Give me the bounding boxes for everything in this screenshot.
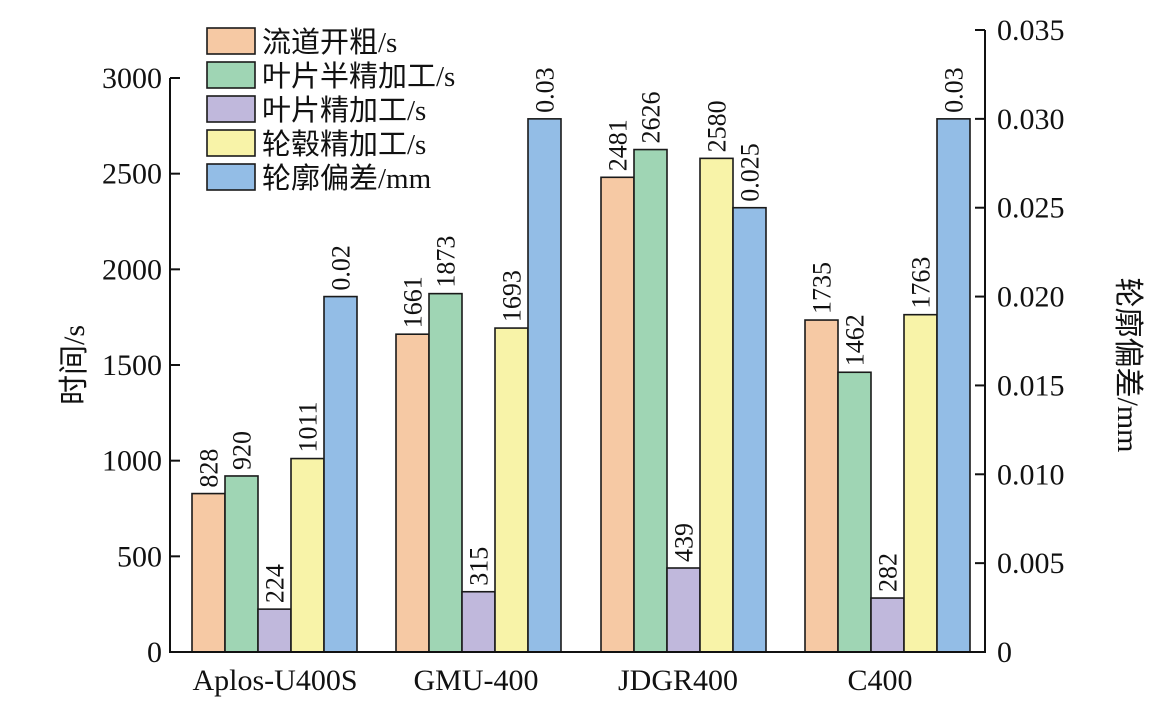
x-tick-label: GMU-400 xyxy=(414,664,539,697)
data-label: 0.03 xyxy=(531,67,560,113)
y-tick-label: 1500 xyxy=(102,349,162,382)
data-label: 1693 xyxy=(498,270,527,322)
bar-jdgr400-series-0 xyxy=(600,176,635,653)
data-label: 224 xyxy=(261,564,290,603)
bar-c400-series-0 xyxy=(804,319,839,653)
data-label: 920 xyxy=(228,431,257,470)
y2-tick-label: 0.005 xyxy=(997,547,1065,580)
data-label: 0.03 xyxy=(940,67,969,113)
data-label: 1462 xyxy=(841,314,870,366)
bar-aplos-u400s-series-2 xyxy=(257,608,292,653)
bar-c400-series-4 xyxy=(936,118,971,653)
legend-swatch-3 xyxy=(206,129,256,157)
bar-aplos-u400s-series-3 xyxy=(290,457,325,653)
bars-group xyxy=(191,118,971,653)
legend-swatch-0 xyxy=(206,27,256,55)
bar-aplos-u400s-series-4 xyxy=(323,295,358,653)
bar-jdgr400-series-2 xyxy=(666,567,701,653)
y-tick-label: 3000 xyxy=(102,62,162,95)
legend-label-2: 叶片精加工/s xyxy=(262,94,426,127)
data-label: 439 xyxy=(670,523,699,562)
data-label: 315 xyxy=(465,547,494,586)
data-label: 1661 xyxy=(399,276,428,328)
legend-label-1: 叶片半精加工/s xyxy=(262,60,455,93)
x-tick-label: C400 xyxy=(847,664,912,697)
y-tick-label: 2500 xyxy=(102,158,162,191)
x-tick-label: JDGR400 xyxy=(618,664,738,697)
data-label: 2481 xyxy=(604,119,633,171)
bar-c400-series-1 xyxy=(837,371,872,653)
legend-swatch-4 xyxy=(206,163,256,191)
bar-aplos-u400s-series-1 xyxy=(224,475,259,653)
bar-jdgr400-series-1 xyxy=(633,148,668,653)
y-tick-label: 500 xyxy=(117,540,162,573)
data-label: 828 xyxy=(195,449,224,488)
y2-tick-label: 0.010 xyxy=(997,458,1065,491)
bar-gmu-400-series-4 xyxy=(527,118,562,653)
legend-swatch-1 xyxy=(206,61,256,89)
y2-tick-label: 0.020 xyxy=(997,281,1065,314)
bar-c400-series-2 xyxy=(870,597,905,653)
axes-group: 0 500 1000 1500 2000 2500 3000 0 0.005 0.010 0.015… xyxy=(102,14,1065,697)
legend-label-4: 轮廓偏差/mm xyxy=(262,162,432,195)
bar-aplos-u400s-series-0 xyxy=(191,492,226,653)
y2-axis-title: 轮廓偏差/mm xyxy=(1111,277,1144,452)
legend-label-0: 流道开粗/s xyxy=(262,26,397,59)
bar-gmu-400-series-2 xyxy=(461,590,496,653)
data-label: 1873 xyxy=(432,236,461,288)
y2-tick-label: 0.025 xyxy=(997,192,1065,225)
y2-tick-label: 0.035 xyxy=(997,14,1065,47)
bar-gmu-400-series-0 xyxy=(395,333,430,653)
data-label: 0.025 xyxy=(736,143,765,202)
data-label: 282 xyxy=(874,553,903,592)
y-tick-label: 2000 xyxy=(102,253,162,286)
y-tick-label: 0 xyxy=(147,636,162,669)
y2-tick-label: 0 xyxy=(997,636,1012,669)
y-axis-title: 时间/s xyxy=(58,325,91,405)
bar-c400-series-3 xyxy=(903,313,938,653)
bar-jdgr400-series-4 xyxy=(732,206,767,653)
legend-label-3: 轮毂精加工/s xyxy=(262,128,426,161)
data-label: 2580 xyxy=(703,100,732,152)
data-label: 0.02 xyxy=(327,245,356,291)
y2-tick-label: 0.030 xyxy=(997,103,1065,136)
y2-tick-label: 0.015 xyxy=(997,369,1065,402)
bar-gmu-400-series-3 xyxy=(494,327,529,653)
x-tick-label: Aplos-U400S xyxy=(192,664,357,697)
data-label: 1735 xyxy=(808,262,837,314)
y-tick-label: 1000 xyxy=(102,445,162,478)
data-label: 1763 xyxy=(907,257,936,309)
bar-gmu-400-series-1 xyxy=(428,292,463,653)
data-label: 1011 xyxy=(294,402,323,453)
bar-jdgr400-series-3 xyxy=(699,157,734,653)
data-label: 2626 xyxy=(637,92,666,144)
legend-swatch-2 xyxy=(206,95,256,123)
